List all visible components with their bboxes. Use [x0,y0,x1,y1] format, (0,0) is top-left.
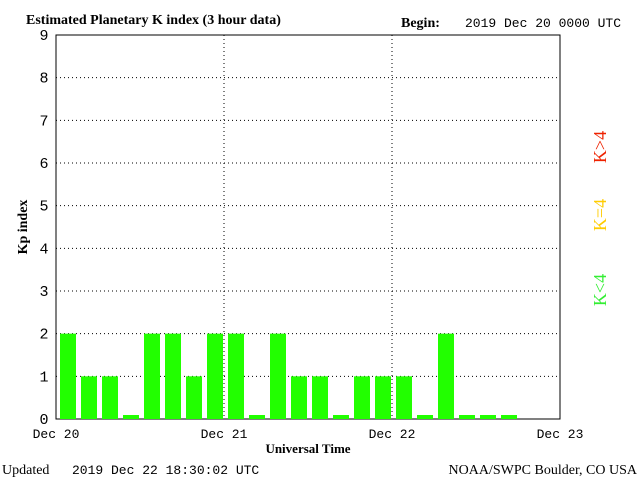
x-tick-label: Dec 20 [33,427,80,442]
kp-bar [501,415,517,419]
kp-bar [396,376,412,419]
kp-bar [354,376,370,419]
kp-bar [333,415,349,419]
grid-lines [56,35,560,419]
begin-value: 2019 Dec 20 0000 UTC [465,16,621,31]
x-axis-label: Universal Time [265,441,350,456]
kp-bar [228,333,244,419]
kp-bar [165,333,181,419]
kp-bar [186,376,202,419]
y-tick-label: 6 [39,156,48,173]
begin-label: Begin: [401,16,440,31]
kp-bar [81,376,97,419]
x-tick-label: Dec 23 [537,427,584,442]
kp-bar [207,333,223,419]
bars [60,333,517,419]
kp-bar [60,333,76,419]
x-tick-labels: Dec 20 Dec 21 Dec 22 Dec 23 [33,427,584,442]
kp-bar [291,376,307,419]
kp-bar [459,415,475,419]
updated-value: 2019 Dec 22 18:30:02 UTC [72,463,259,478]
y-tick-label: 8 [39,71,48,88]
y-tick-label: 1 [39,369,48,386]
kp-bar [249,415,265,419]
kp-bar [270,333,286,419]
y-tick-label: 0 [39,412,48,429]
y-tick-label: 5 [39,199,48,216]
kp-bar [123,415,139,419]
plot-frame [55,34,561,420]
kp-bar [438,333,454,419]
chart-title: Estimated Planetary K index (3 hour data… [26,13,281,28]
kp-bar [480,415,496,419]
updated-label: Updated [2,463,49,478]
kp-bar [102,376,118,419]
y-tick-label: 3 [39,284,48,301]
kp-bar [312,376,328,419]
y-tick-labels: 0 1 2 3 4 5 6 7 8 9 [39,28,48,429]
legend-entry: K>4 [590,131,610,163]
kp-bar [144,333,160,419]
x-tick-label: Dec 21 [201,427,248,442]
source-credit: NOAA/SWPC Boulder, CO USA [449,463,638,478]
legend-entry: K<4 [590,274,610,306]
legend: K<4 K=4 K>4 [590,131,610,306]
y-tick-label: 2 [39,327,48,344]
y-tick-label: 9 [39,28,48,45]
y-axis-label: Kp index [16,200,31,255]
kp-bar [375,376,391,419]
kp-bar [417,415,433,419]
y-tick-label: 7 [39,113,48,130]
y-tick-label: 4 [39,241,48,258]
legend-entry: K=4 [590,199,610,231]
x-tick-label: Dec 22 [369,427,416,442]
